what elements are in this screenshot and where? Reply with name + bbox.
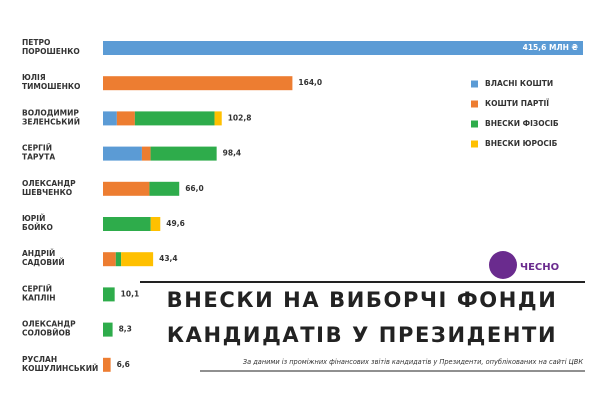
category-label: ВОЛОДИМИР [22,108,79,117]
value-label: 66,0 [185,184,204,193]
legend-label: ВЛАСНІ КОШТИ [485,79,553,88]
bar-segment [134,111,215,126]
bar-segment [103,252,116,267]
legend-swatch [471,80,478,88]
bar-segment [103,76,293,91]
category-label: КОШУЛИНСЬКИЙ [22,364,98,373]
bar-segment [103,287,115,302]
bar-segment [214,111,222,126]
bar-segment [103,322,113,337]
category-label: ЗЕЛЕНСЬКИЙ [22,117,80,126]
category-label: ТАРУТА [22,153,55,162]
value-label: 415,6 МЛН ₴ [523,43,579,52]
legend-label: ВНЕСКИ ФІЗОСІБ [485,119,559,128]
category-label: ТИМОШЕНКО [22,82,80,91]
category-label: ПЕТРО [22,38,50,47]
chart-title: КАНДИДАТІВ У ПРЕЗИДЕНТИ [167,323,557,347]
category-label: ЮЛІЯ [22,73,46,82]
category-label: ОЛЕКСАНДР [22,179,76,188]
subtitle: За даними із проміжних фінансових звітів… [243,358,583,366]
bar-segment [141,146,151,161]
value-label: 8,3 [119,325,132,334]
category-label: СОЛОВЙОВ [22,329,71,338]
bar-segment [150,217,161,231]
legend-label: ВНЕСКИ ЮРОСІБ [485,139,558,148]
category-label: ПОРОШЕНКО [22,47,80,56]
bar-segment [115,252,122,267]
category-label: РУСЛАН [22,355,57,364]
bar-segment [103,181,150,196]
legend-swatch [471,100,478,108]
category-label: ШЕВЧЕНКО [22,188,72,197]
bar-segment [103,357,111,372]
value-label: 98,4 [223,149,242,158]
bar-segment [103,146,142,161]
value-label: 10,1 [121,289,140,298]
bar-segment [116,111,135,126]
legend-swatch [471,120,478,128]
logo-text: ЧЕСНО [520,262,559,273]
category-label: САДОВИЙ [22,258,65,267]
bar-segment [103,217,151,231]
category-label: БОЙКО [22,223,53,232]
value-label: 164,0 [298,78,322,87]
bar-segment [149,181,180,196]
value-label: 102,8 [228,113,252,122]
category-label: КАПЛІН [22,293,56,302]
logo-icon [489,251,517,279]
bar-segment [103,41,583,55]
chart-title: ВНЕСКИ НА ВИБОРЧІ ФОНДИ [167,288,558,312]
value-label: 49,6 [166,219,185,228]
bar-segment [150,146,217,161]
category-label: СЕРГІЙ [22,284,52,293]
category-label: ЮРІЙ [22,214,45,223]
bar-segment [103,111,117,126]
category-label: ОЛЕКСАНДР [22,320,76,329]
category-label: СЕРГІЙ [22,144,52,153]
legend-label: КОШТИ ПАРТІЇ [485,99,549,108]
value-label: 6,6 [117,360,130,369]
bar-segment [121,252,154,267]
category-label: АНДРІЙ [22,249,55,258]
legend-swatch [471,140,478,148]
value-label: 43,4 [159,254,178,263]
